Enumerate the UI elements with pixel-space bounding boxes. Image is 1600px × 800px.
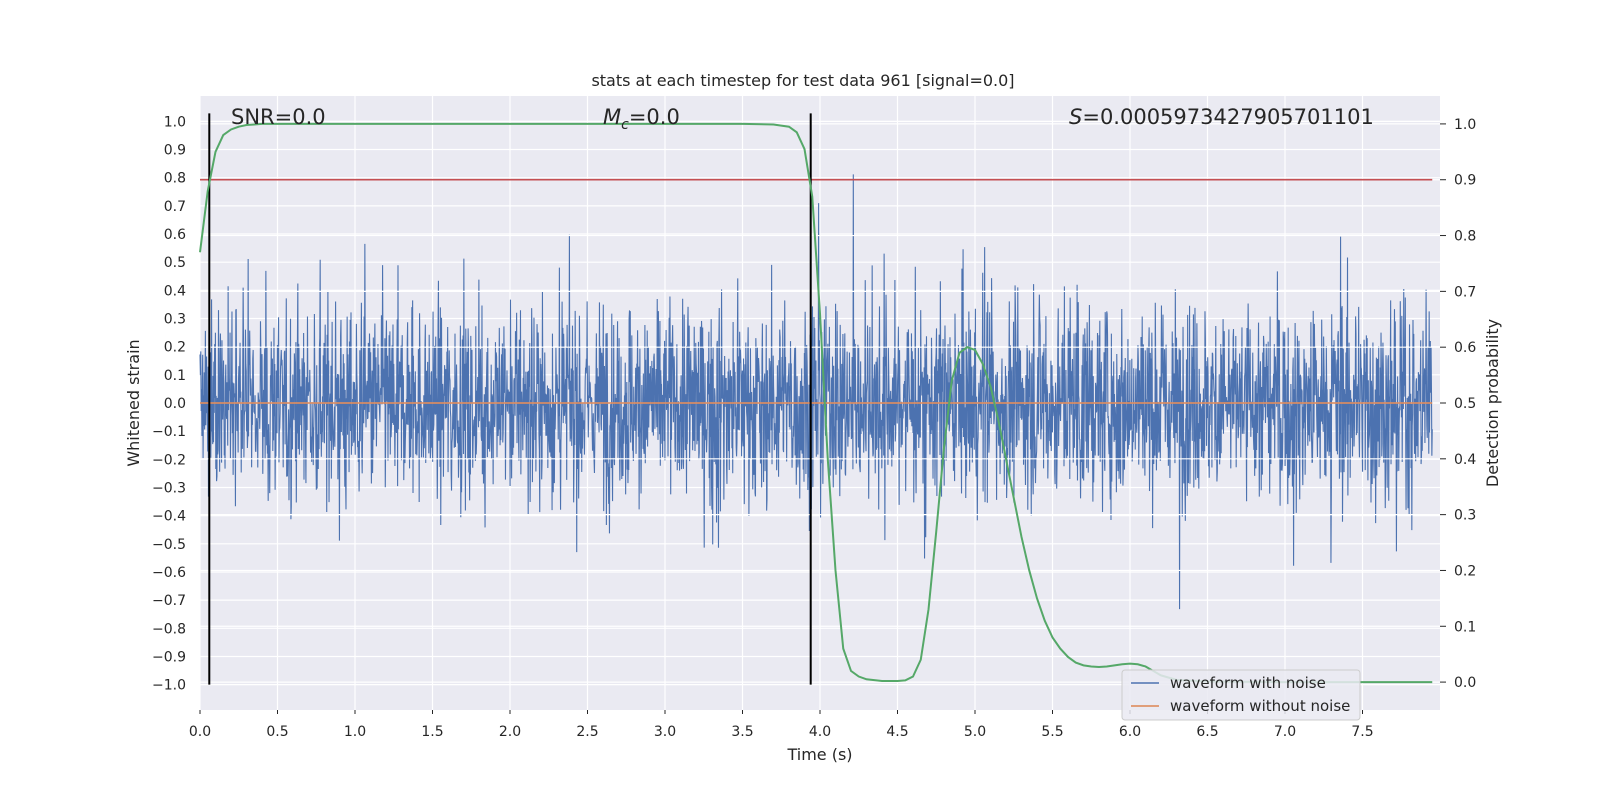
y2-tick-label: 0.4 [1454,452,1476,468]
y2-tick-label: 0.6 [1454,340,1476,356]
y-tick-label: 0.7 [164,199,186,215]
y-tick-label: 0.0 [164,396,186,412]
x-tick-label: 5.5 [1041,724,1063,740]
y-tick-label: −0.9 [152,649,186,665]
y-tick-label: 0.2 [164,340,186,356]
score-annotation: S=0.0005973427905701101 [1069,105,1374,129]
y-tick-label: −0.1 [152,424,186,440]
legend-clean-label: waveform without noise [1170,697,1350,715]
snr-annotation: SNR=0.0 [231,105,326,129]
x-tick-label: 4.5 [886,724,908,740]
y-tick-label: 0.3 [164,312,186,328]
y-tick-label: 0.5 [164,255,186,271]
y-tick-label: −1.0 [152,678,186,694]
legend: waveform with noise waveform without noi… [1121,669,1361,721]
y2-tick-label: 0.1 [1454,619,1476,635]
chirp-mass-annotation: Mc=0.0 [603,105,680,133]
y-tick-label: 0.9 [164,143,186,159]
y2-tick-label: 1.0 [1454,117,1476,133]
y-tick-label: −0.7 [152,593,186,609]
chart-title: stats at each timestep for test data 961… [591,71,1014,90]
y-tick-label: −0.8 [152,621,186,637]
x-tick-label: 1.5 [421,724,443,740]
legend-noise-label: waveform with noise [1170,674,1326,692]
y-tick-label: −0.4 [152,509,186,525]
overlay-lines [199,113,1440,685]
x-tick-label: 2.0 [499,724,521,740]
y-tick-label: −0.5 [152,537,186,553]
y2-tick-label: 0.5 [1454,396,1476,412]
y-tick-label: 1.0 [164,114,186,130]
x-tick-label: 7.0 [1274,724,1296,740]
y-tick-label: −0.2 [152,452,186,468]
y-tick-label: −0.3 [152,480,186,496]
x-tick-label: 3.5 [731,724,753,740]
y-tick-label: −0.6 [152,565,186,581]
x-axis-label: Time (s) [786,745,852,764]
x-tick-label: 4.0 [809,724,831,740]
x-tick-label: 0.5 [266,724,288,740]
x-tick-label: 5.0 [964,724,986,740]
y2-tick-label: 0.7 [1454,284,1476,300]
waveform-with-noise-series [199,174,1433,610]
y-tick-label: 0.1 [164,368,186,384]
x-tick-label: 1.0 [344,724,366,740]
x-tick-label: 6.5 [1196,724,1218,740]
y-tick-label: 0.4 [164,283,186,299]
y-tick-label: 0.6 [164,227,186,243]
y-axis-label: Whitened strain [124,339,143,466]
y2-tick-label: 0.2 [1454,563,1476,579]
y2-axis-label: Detection probability [1483,319,1502,487]
y2-tick-label: 0.9 [1454,173,1476,189]
x-tick-label: 7.5 [1351,724,1373,740]
y2-tick-label: 0.0 [1454,675,1476,691]
x-tick-label: 6.0 [1119,724,1141,740]
waveform-with-noise-line [199,174,1433,610]
detection-probability-line [199,122,1433,684]
legend-box [1121,669,1361,721]
y2-tick-label: 0.3 [1454,508,1476,524]
x-tick-label: 0.0 [189,724,211,740]
x-tick-label: 2.5 [576,724,598,740]
y-tick-label: 0.8 [164,171,186,187]
axes: 0.0 0.5 1.0 1.5 2.0 2.5 3.0 3.5 4.0 4.5 5.0 5.5 6.0 6… [152,114,1476,740]
y2-tick-label: 0.8 [1454,229,1476,245]
x-tick-label: 3.0 [654,724,676,740]
